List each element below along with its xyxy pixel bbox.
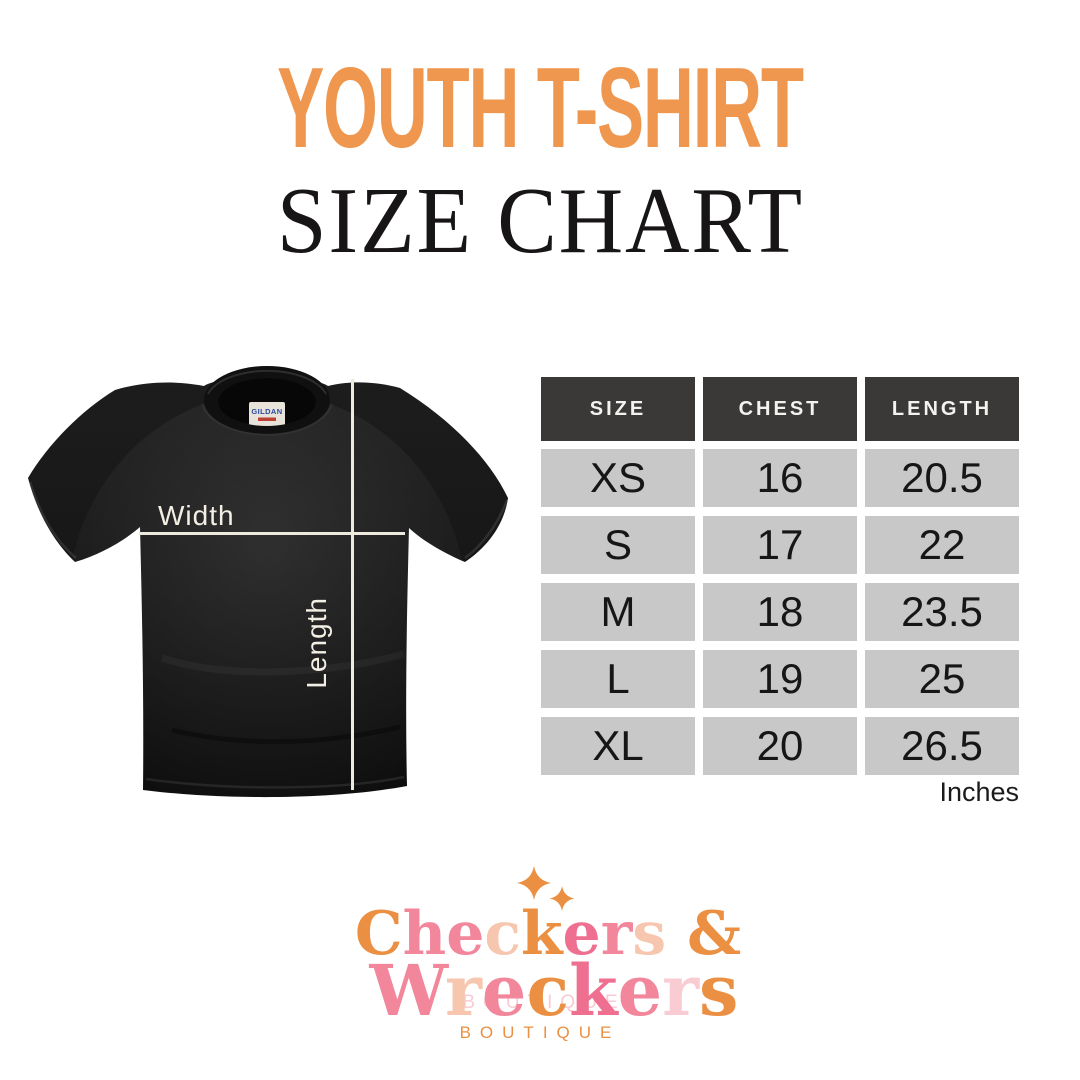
collar-ring <box>204 366 330 434</box>
logo-letter: C <box>354 899 403 969</box>
logo-letter: r <box>445 949 482 1032</box>
bottom-hem-seam <box>145 775 405 789</box>
table-cell: 22 <box>865 516 1019 574</box>
table-cell: 20 <box>703 717 857 775</box>
sparkles-icon <box>517 866 575 911</box>
table-cell: 19 <box>703 650 857 708</box>
units-note: Inches <box>939 777 1019 807</box>
header-cell-chest: CHEST <box>703 377 857 441</box>
page-title-line2: SIZE CHART <box>276 169 804 273</box>
logo-letter: W <box>369 949 446 1032</box>
logo-letter: & <box>687 899 742 969</box>
table-cell: L <box>541 650 695 708</box>
size-table-body: XS 16 20.5 S 17 22 M 18 23.5 L 19 25 XL 20 26.5 <box>541 449 1019 775</box>
logo-line-checkers: Checkers & <box>8 904 1080 964</box>
width-measure-line <box>139 532 405 535</box>
table-cell: 20.5 <box>865 449 1019 507</box>
logo-letter: e <box>562 899 601 969</box>
table-cell: XS <box>541 449 695 507</box>
sleeve-hem-seam <box>464 499 509 560</box>
collar-tag-red-print <box>258 417 276 421</box>
size-table-header: SIZE CHEST LENGTH <box>541 377 1019 441</box>
table-cell: 26.5 <box>865 717 1019 775</box>
table-cell: 16 <box>703 449 857 507</box>
table-cell: S <box>541 516 695 574</box>
fabric-sheen <box>67 393 467 806</box>
page-title-line1: YOUTH T-SHIRT <box>277 45 804 172</box>
boutique-label: BOUTIQUE <box>459 1023 621 1042</box>
width-label: Width <box>158 500 235 531</box>
fabric-wrinkle <box>171 724 401 745</box>
collar-brand-text: GILDAN <box>251 407 282 416</box>
table-cell: 17 <box>703 516 857 574</box>
length-label: Length <box>301 597 332 689</box>
logo-letter: k <box>569 949 618 1032</box>
logo-letter: e <box>446 899 485 969</box>
table-cell: 18 <box>703 583 857 641</box>
table-cell: XL <box>541 717 695 775</box>
logo-letter: k <box>520 899 563 969</box>
page-title: YOUTH T-SHIRT <box>0 52 1080 166</box>
tshirt-photo: GILDAN <box>28 366 509 806</box>
logo-letter: h <box>402 899 447 969</box>
length-measure-line <box>351 379 354 790</box>
table-cell: M <box>541 583 695 641</box>
logo-line-wreckers: Wreckers <box>14 956 1080 1026</box>
logo-letter: s <box>699 949 739 1032</box>
sparkle-small <box>549 886 575 911</box>
logo-letter: r <box>662 949 700 1032</box>
table-cell: 23.5 <box>865 583 1019 641</box>
logo-letter: s <box>632 899 667 969</box>
fabric-wrinkle <box>406 532 421 779</box>
collar-seam <box>201 403 333 436</box>
logo-letter: r <box>600 899 633 969</box>
logo-letter: c <box>484 899 521 969</box>
collar-highlight <box>207 369 327 395</box>
sparkle-large <box>517 866 551 900</box>
logo-letter: e <box>481 949 527 1032</box>
fabric-wrinkle <box>160 650 405 676</box>
boutique-overlay-text: BOUTIQUE <box>462 992 626 1013</box>
page-subtitle: SIZE CHART <box>0 174 1080 268</box>
logo-letter: e <box>617 949 663 1032</box>
logo-letter: c <box>526 949 570 1032</box>
header-cell-length: LENGTH <box>865 377 1019 441</box>
header-cell-size: SIZE <box>541 377 695 441</box>
table-cell: 25 <box>865 650 1019 708</box>
sleeve-hem-seam <box>28 481 77 559</box>
